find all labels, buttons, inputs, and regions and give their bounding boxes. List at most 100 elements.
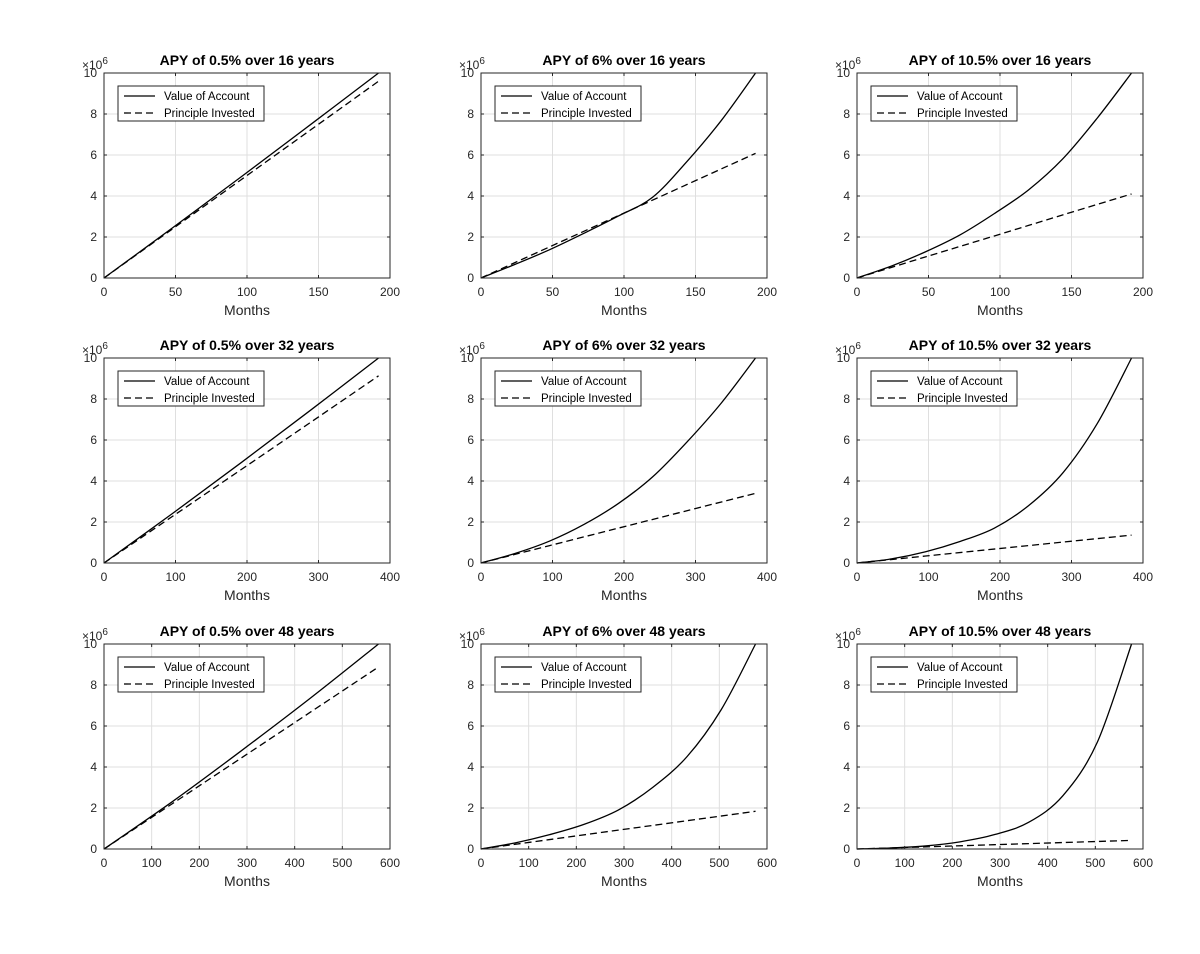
subplot-title: APY of 10.5% over 48 years	[909, 623, 1092, 639]
x-axis-label: Months	[977, 302, 1023, 318]
principle-invested-line	[103, 666, 379, 850]
y-tick-label: 2	[843, 230, 850, 244]
x-tick-label: 50	[546, 285, 560, 299]
x-axis-label: Months	[224, 302, 270, 318]
legend: Value of Account Principle Invested	[117, 85, 265, 122]
value-of-account-line	[856, 357, 1133, 564]
x-tick-label: 400	[1038, 856, 1058, 870]
y-tick-label: 2	[843, 515, 850, 529]
legend-entry: Value of Account	[164, 376, 250, 388]
principle-invested-line	[480, 810, 756, 850]
x-tick-label: 400	[285, 856, 305, 870]
x-tick-label: 200	[380, 285, 400, 299]
x-tick-label: 0	[854, 856, 861, 870]
x-tick-label: 400	[757, 570, 777, 584]
value-of-account-line	[856, 72, 1133, 279]
legend-entry: Value of Account	[917, 662, 1003, 674]
subplot-6: 0 100 200 300 400 0 2 4 6 8 10×106 APY of 10.5% ove…	[835, 337, 1153, 603]
y-tick-label: 10	[84, 637, 98, 651]
legend-entry: Principle Invested	[917, 679, 1008, 691]
y-tick-label: 6	[843, 148, 850, 162]
legend-entry: Principle Invested	[541, 679, 632, 691]
x-tick-label: 600	[757, 856, 777, 870]
legend-box	[870, 85, 1018, 122]
subplot-8: 0 100 200 300 400 500 600 0 2 4 6 8 10×106 APY of 6% …	[459, 623, 777, 889]
legend-entry: Principle Invested	[541, 393, 632, 405]
x-axis-label: Months	[977, 873, 1023, 889]
y-tick-label: 0	[90, 842, 97, 856]
y-tick-label: 10	[461, 637, 475, 651]
x-tick-label: 0	[101, 285, 108, 299]
y-tick-label: 8	[90, 107, 97, 121]
y-tick-label: 8	[843, 392, 850, 406]
x-tick-label: 500	[332, 856, 352, 870]
x-tick-label: 500	[1085, 856, 1105, 870]
x-tick-label: 300	[308, 570, 328, 584]
x-tick-label: 300	[614, 856, 634, 870]
legend-entry: Principle Invested	[164, 393, 255, 405]
x-tick-label: 100	[237, 285, 257, 299]
legend-box	[494, 656, 642, 693]
legend-entry: Value of Account	[164, 662, 250, 674]
legend-entry: Value of Account	[164, 91, 250, 103]
value-of-account-line	[103, 357, 379, 564]
x-axis-label: Months	[601, 302, 647, 318]
x-tick-label: 200	[614, 570, 634, 584]
subplot-3: 0 50 100 150 200 0 2 4 6 8 10×106 APY of 10.5% over…	[835, 52, 1153, 318]
legend-box	[117, 656, 265, 693]
value-of-account-line	[103, 643, 379, 850]
x-tick-label: 150	[308, 285, 328, 299]
legend: Value of Account Principle Invested	[117, 370, 265, 407]
legend-entry: Value of Account	[917, 376, 1003, 388]
y-tick-label: 4	[843, 474, 850, 488]
legend-entry: Principle Invested	[164, 108, 255, 120]
y-tick-label: 2	[90, 230, 97, 244]
subplot-2: 0 50 100 150 200 0 2 4 6 8 10×106 APY of 6% over 16…	[459, 52, 777, 318]
x-tick-label: 100	[165, 570, 185, 584]
legend-entry: Principle Invested	[164, 679, 255, 691]
legend-box	[117, 370, 265, 407]
legend: Value of Account Principle Invested	[117, 656, 265, 693]
y-tick-label: 6	[90, 719, 97, 733]
y-exponent-label: ×106	[459, 341, 485, 357]
legend-box	[494, 85, 642, 122]
value-of-account-line	[480, 72, 757, 279]
legend-box	[870, 656, 1018, 693]
x-tick-label: 400	[380, 570, 400, 584]
x-tick-label: 50	[169, 285, 183, 299]
y-tick-label: 2	[90, 515, 97, 529]
y-tick-label: 4	[90, 474, 97, 488]
y-tick-label: 4	[843, 760, 850, 774]
x-axis-label: Months	[977, 587, 1023, 603]
y-exponent-label: ×106	[459, 627, 485, 643]
y-tick-label: 0	[467, 271, 474, 285]
x-tick-label: 300	[990, 856, 1010, 870]
y-tick-label: 6	[467, 148, 474, 162]
principle-invested-line	[856, 534, 1132, 564]
y-tick-label: 2	[90, 801, 97, 815]
legend: Value of Account Principle Invested	[870, 370, 1018, 407]
y-tick-label: 2	[467, 230, 474, 244]
y-tick-label: 4	[90, 189, 97, 203]
y-tick-label: 10	[461, 66, 475, 80]
y-exponent-label: ×106	[82, 56, 108, 72]
subplot-4: 0 100 200 300 400 0 2 4 6 8 10×106 APY of 0.5% over…	[82, 337, 400, 603]
x-tick-label: 200	[566, 856, 586, 870]
value-of-account-line	[480, 643, 757, 850]
x-tick-label: 150	[1061, 285, 1081, 299]
y-tick-label: 10	[837, 66, 851, 80]
y-tick-label: 2	[467, 801, 474, 815]
subplot-title: APY of 0.5% over 32 years	[160, 337, 335, 353]
legend-entry: Value of Account	[917, 91, 1003, 103]
x-tick-label: 0	[478, 856, 485, 870]
y-tick-label: 10	[84, 351, 98, 365]
legend-entry: Principle Invested	[917, 393, 1008, 405]
subplot-7: 0 100 200 300 400 500 600 0 2 4 6 8 10×106 APY of 0.5…	[82, 623, 400, 889]
legend-entry: Principle Invested	[917, 108, 1008, 120]
legend-box	[870, 370, 1018, 407]
y-tick-label: 8	[843, 678, 850, 692]
x-tick-label: 300	[685, 570, 705, 584]
x-tick-label: 50	[922, 285, 936, 299]
y-tick-label: 6	[843, 719, 850, 733]
